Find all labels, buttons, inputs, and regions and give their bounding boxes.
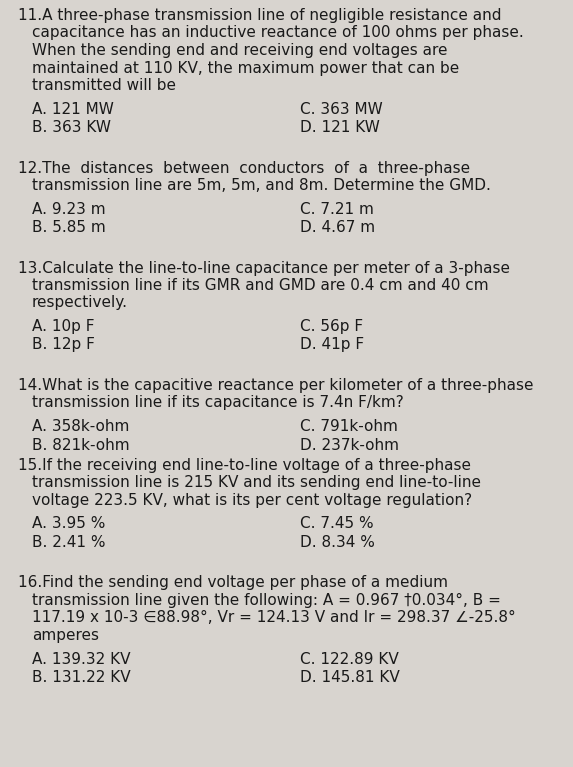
Text: D. 145.81 KV: D. 145.81 KV xyxy=(300,670,400,685)
Text: A. 9.23 m: A. 9.23 m xyxy=(32,202,105,216)
Text: A. 139.32 KV: A. 139.32 KV xyxy=(32,651,131,667)
Text: capacitance has an inductive reactance of 100 ohms per phase.: capacitance has an inductive reactance o… xyxy=(32,25,524,41)
Text: transmission line is 215 KV and its sending end line-to-line: transmission line is 215 KV and its send… xyxy=(32,476,481,491)
Text: amperes: amperes xyxy=(32,628,99,643)
Text: 15.If the receiving end line-to-line voltage of a three-phase: 15.If the receiving end line-to-line vol… xyxy=(18,458,471,473)
Text: 12.The  distances  between  conductors  of  a  three-phase: 12.The distances between conductors of a… xyxy=(18,160,470,176)
Text: C. 7.45 %: C. 7.45 % xyxy=(300,516,374,532)
Text: B. 2.41 %: B. 2.41 % xyxy=(32,535,105,550)
Text: When the sending end and receiving end voltages are: When the sending end and receiving end v… xyxy=(32,43,448,58)
Text: A. 358k-ohm: A. 358k-ohm xyxy=(32,419,129,434)
Text: B. 5.85 m: B. 5.85 m xyxy=(32,220,106,235)
Text: D. 4.67 m: D. 4.67 m xyxy=(300,220,375,235)
Text: transmission line if its capacitance is 7.4n F/km?: transmission line if its capacitance is … xyxy=(32,396,404,410)
Text: transmission line if its GMR and GMD are 0.4 cm and 40 cm: transmission line if its GMR and GMD are… xyxy=(32,278,489,293)
Text: C. 7.21 m: C. 7.21 m xyxy=(300,202,374,216)
Text: 13.Calculate the line-to-line capacitance per meter of a 3-phase: 13.Calculate the line-to-line capacitanc… xyxy=(18,261,510,275)
Text: B. 821k-ohm: B. 821k-ohm xyxy=(32,437,129,453)
Text: C. 791k-ohm: C. 791k-ohm xyxy=(300,419,398,434)
Text: B. 131.22 KV: B. 131.22 KV xyxy=(32,670,131,685)
Text: D. 121 KW: D. 121 KW xyxy=(300,120,380,135)
Text: 117.19 x 10-3 ∈88.98°, Vr = 124.13 V and Ir = 298.37 ∠-25.8°: 117.19 x 10-3 ∈88.98°, Vr = 124.13 V and… xyxy=(32,611,516,626)
Text: A. 3.95 %: A. 3.95 % xyxy=(32,516,105,532)
Text: D. 237k-ohm: D. 237k-ohm xyxy=(300,437,399,453)
Text: D. 41p F: D. 41p F xyxy=(300,337,364,353)
Text: transmission line given the following: A = 0.967 †0.034°, B =: transmission line given the following: A… xyxy=(32,593,501,608)
Text: C. 363 MW: C. 363 MW xyxy=(300,101,383,117)
Text: B. 12p F: B. 12p F xyxy=(32,337,95,353)
Text: voltage 223.5 KV, what is its per cent voltage regulation?: voltage 223.5 KV, what is its per cent v… xyxy=(32,493,472,508)
Text: 14.What is the capacitive reactance per kilometer of a three-phase: 14.What is the capacitive reactance per … xyxy=(18,378,533,393)
Text: D. 8.34 %: D. 8.34 % xyxy=(300,535,375,550)
Text: respectively.: respectively. xyxy=(32,295,128,311)
Text: 11.A three-phase transmission line of negligible resistance and: 11.A three-phase transmission line of ne… xyxy=(18,8,501,23)
Text: maintained at 110 KV, the maximum power that can be: maintained at 110 KV, the maximum power … xyxy=(32,61,459,75)
Text: transmission line are 5m, 5m, and 8m. Determine the GMD.: transmission line are 5m, 5m, and 8m. De… xyxy=(32,178,491,193)
Text: C. 122.89 KV: C. 122.89 KV xyxy=(300,651,399,667)
Text: B. 363 KW: B. 363 KW xyxy=(32,120,111,135)
Text: A. 10p F: A. 10p F xyxy=(32,319,95,334)
Text: 16.Find the sending end voltage per phase of a medium: 16.Find the sending end voltage per phas… xyxy=(18,575,448,591)
Text: A. 121 MW: A. 121 MW xyxy=(32,101,114,117)
Text: transmitted will be: transmitted will be xyxy=(32,78,176,93)
Text: C. 56p F: C. 56p F xyxy=(300,319,363,334)
